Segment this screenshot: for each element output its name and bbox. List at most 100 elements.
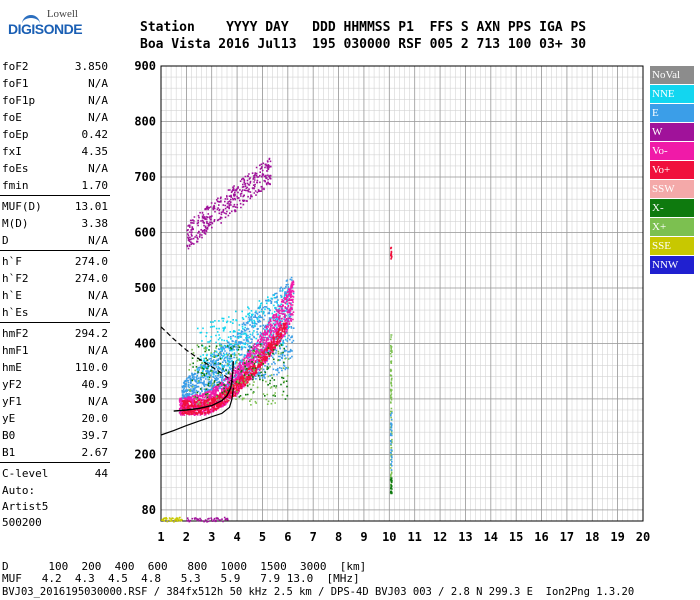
- x-tick-label: 11: [407, 530, 421, 544]
- param-label: hmF1: [2, 344, 29, 357]
- param-row: foF1 N/A: [0, 75, 112, 92]
- param-row: hmE 110.0: [0, 359, 112, 376]
- param-label: foEp: [2, 128, 29, 141]
- param-label: fmin: [2, 179, 29, 192]
- plot-frame: [160, 65, 644, 522]
- x-tick-label: 20: [636, 530, 650, 544]
- muf-scale: MUF 4.2 4.3 4.5 4.8 5.3 5.9 7.9 13.0 [MH…: [2, 572, 360, 585]
- param-label: B1: [2, 446, 16, 459]
- param-label: D: [2, 234, 9, 247]
- param-label: B0: [2, 429, 16, 442]
- logo-digisonde-text: DIGISONDE: [8, 21, 83, 37]
- param-row: B0 39.7: [0, 427, 112, 444]
- legend-item-x-: X+: [650, 218, 694, 236]
- param-label: foF1p: [2, 94, 36, 107]
- x-tick-label: 9: [360, 530, 367, 544]
- param-value: 294.2: [74, 327, 108, 340]
- auto-code: 500200: [2, 516, 42, 529]
- param-row: h`F 274.0: [0, 253, 112, 270]
- x-tick-label: 1: [157, 530, 164, 544]
- file-info: BVJ03_2016195030000.RSF / 384fx512h 50 k…: [2, 586, 635, 598]
- trace-curve: [173, 361, 234, 412]
- param-value: 39.7: [81, 429, 109, 442]
- param-row: fxI 4.35: [0, 143, 112, 160]
- param-label: hmE: [2, 361, 22, 374]
- x-tick-label: 5: [259, 530, 266, 544]
- param-label: foF2: [2, 60, 29, 73]
- legend-item-vo-: Vo-: [650, 142, 694, 160]
- distance-scale: D 100 200 400 600 800 1000 1500 3000 [km…: [2, 560, 367, 573]
- y-tick-label: 500: [134, 281, 156, 295]
- param-value: 274.0: [74, 255, 108, 268]
- logo-arc: [22, 15, 40, 28]
- param-value: 20.0: [81, 412, 109, 425]
- param-label: hmF2: [2, 327, 29, 340]
- profile-curve: [160, 387, 234, 436]
- param-value: 1.70: [81, 179, 109, 192]
- param-row: foF1p N/A: [0, 92, 112, 109]
- param-row: C-level 44: [0, 465, 112, 482]
- param-label: foEs: [2, 162, 29, 175]
- legend-item-nne: NNE: [650, 85, 694, 103]
- param-value: N/A: [88, 344, 108, 357]
- param-row: yF2 40.9: [0, 376, 112, 393]
- param-label: foE: [2, 111, 22, 124]
- param-row: MUF(D) 13.01: [0, 198, 112, 215]
- param-row: hmF1 N/A: [0, 342, 112, 359]
- echo-cluster-e: [389, 412, 393, 471]
- parameter-panel: foF2 3.850 foF1 N/A foF1p N/A foE N/A foEp 0.42 fx…: [0, 58, 112, 482]
- auto-artist: Artist5: [2, 500, 49, 513]
- echo-cluster-x-: [389, 477, 393, 495]
- param-value: 110.0: [74, 361, 108, 374]
- x-tick-label: 14: [484, 530, 498, 544]
- header-row-values: Boa Vista 2016 Jul13 195 030000 RSF 005 …: [140, 37, 587, 52]
- param-value: 0.42: [81, 128, 109, 141]
- param-label: foF1: [2, 77, 29, 90]
- param-value: N/A: [88, 306, 108, 319]
- plot-grid: [160, 65, 644, 522]
- y-tick-label: 600: [134, 225, 156, 239]
- param-value: 40.9: [81, 378, 109, 391]
- param-row: h`Es N/A: [0, 304, 112, 321]
- param-row: M(D) 3.38: [0, 215, 112, 232]
- param-row: h`E N/A: [0, 287, 112, 304]
- y-tick-label: 80: [142, 503, 156, 517]
- param-label: C-level: [2, 467, 49, 480]
- x-tick-label: 17: [560, 530, 574, 544]
- param-value: 44: [94, 467, 108, 480]
- legend-item-x-: X-: [650, 199, 694, 217]
- param-label: h`E: [2, 289, 22, 302]
- y-tick-label: 300: [134, 392, 156, 406]
- x-tick-label: 15: [509, 530, 523, 544]
- x-tick-label: 8: [335, 530, 342, 544]
- param-row: h`F2 274.0: [0, 270, 112, 287]
- param-label: yE: [2, 412, 16, 425]
- x-tick-label: 16: [534, 530, 548, 544]
- param-row: hmF2 294.2: [0, 325, 112, 342]
- param-row: yE 20.0: [0, 410, 112, 427]
- param-value: N/A: [88, 162, 108, 175]
- param-value: N/A: [88, 395, 108, 408]
- param-value: N/A: [88, 94, 108, 107]
- plot-grid-major: [160, 65, 644, 521]
- x-tick-label: 13: [458, 530, 472, 544]
- x-tick-label: 7: [310, 530, 317, 544]
- x-tick-label: 19: [610, 530, 624, 544]
- y-tick-label: 800: [134, 114, 156, 128]
- param-value: N/A: [88, 111, 108, 124]
- param-value: 13.01: [74, 200, 108, 213]
- param-label: h`Es: [2, 306, 29, 319]
- legend-item-vo-: Vo+: [650, 161, 694, 179]
- param-row: D N/A: [0, 232, 112, 249]
- param-divider: [0, 250, 110, 251]
- param-value: 274.0: [74, 272, 108, 285]
- x-tick-label: 10: [382, 530, 396, 544]
- param-label: h`F2: [2, 272, 29, 285]
- legend-item-sse: SSE: [650, 237, 694, 255]
- legend: NoVal NNE E W Vo- Vo+ SSW X- X+ SSE NNW: [650, 66, 694, 275]
- param-row: foEp 0.42: [0, 126, 112, 143]
- y-tick-label: 200: [134, 447, 156, 461]
- y-tick-label: 900: [134, 59, 156, 73]
- auto-label: Auto:: [2, 484, 36, 497]
